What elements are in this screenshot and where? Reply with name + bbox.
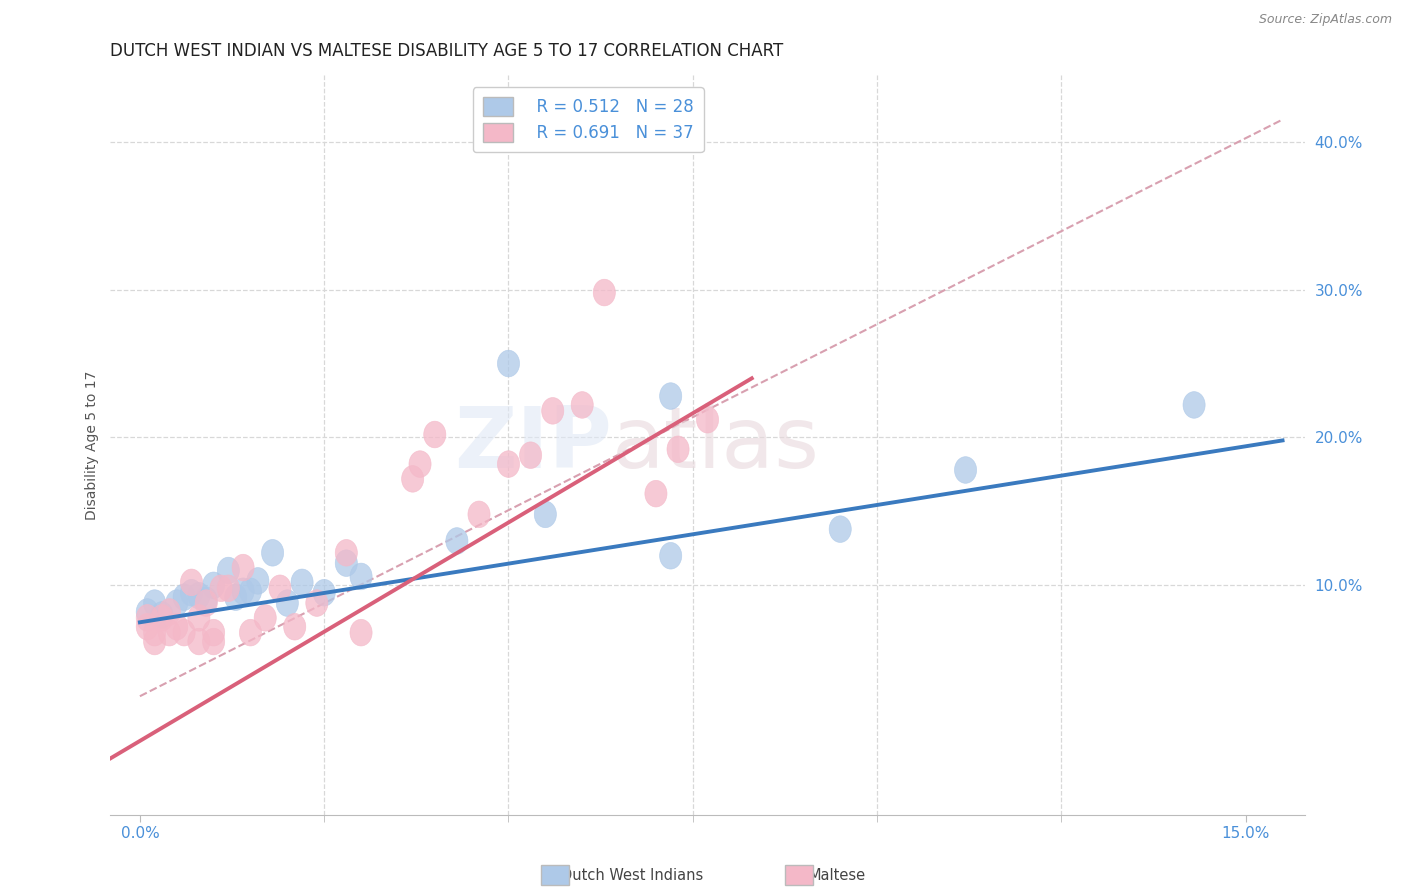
Ellipse shape [446,528,468,554]
Ellipse shape [276,590,298,616]
Ellipse shape [645,481,666,507]
Ellipse shape [150,601,173,628]
Ellipse shape [195,587,218,614]
Ellipse shape [468,501,491,528]
Ellipse shape [830,516,851,542]
Ellipse shape [202,619,225,646]
Ellipse shape [218,558,239,584]
Text: ZIP: ZIP [454,403,612,486]
Ellipse shape [136,605,159,632]
Ellipse shape [269,575,291,601]
Ellipse shape [166,614,188,640]
Ellipse shape [232,578,254,605]
Ellipse shape [180,569,202,596]
Ellipse shape [666,436,689,463]
Ellipse shape [202,628,225,655]
Ellipse shape [305,590,328,616]
Ellipse shape [173,619,195,646]
Ellipse shape [188,605,209,632]
Ellipse shape [534,501,557,528]
Ellipse shape [136,614,159,640]
Text: Dutch West Indians: Dutch West Indians [561,869,703,883]
Text: DUTCH WEST INDIAN VS MALTESE DISABILITY AGE 5 TO 17 CORRELATION CHART: DUTCH WEST INDIAN VS MALTESE DISABILITY … [111,42,783,60]
Ellipse shape [498,450,520,477]
Text: atlas: atlas [612,403,820,486]
Ellipse shape [291,569,314,596]
Y-axis label: Disability Age 5 to 17: Disability Age 5 to 17 [86,370,100,519]
Ellipse shape [136,599,159,625]
Ellipse shape [350,619,373,646]
Ellipse shape [247,567,269,594]
Ellipse shape [314,580,335,606]
Ellipse shape [180,580,202,606]
Ellipse shape [232,554,254,581]
Ellipse shape [1182,392,1205,418]
Ellipse shape [225,584,247,610]
Ellipse shape [195,590,218,616]
Ellipse shape [659,383,682,409]
Ellipse shape [159,599,180,625]
Ellipse shape [143,590,166,616]
Text: Source: ZipAtlas.com: Source: ZipAtlas.com [1258,13,1392,27]
Legend:   R = 0.512   N = 28,   R = 0.691   N = 37: R = 0.512 N = 28, R = 0.691 N = 37 [472,87,703,153]
Ellipse shape [188,628,209,655]
Ellipse shape [239,578,262,605]
Ellipse shape [409,450,432,477]
Ellipse shape [335,549,357,576]
Ellipse shape [254,605,276,632]
Text: Maltese: Maltese [808,869,866,883]
Ellipse shape [188,582,209,609]
Ellipse shape [159,619,180,646]
Ellipse shape [350,563,373,590]
Ellipse shape [202,572,225,599]
Ellipse shape [166,590,188,616]
Ellipse shape [209,575,232,601]
Ellipse shape [402,466,423,492]
Ellipse shape [143,619,166,646]
Ellipse shape [143,628,166,655]
Ellipse shape [150,605,173,632]
Ellipse shape [423,421,446,448]
Ellipse shape [262,540,284,566]
Ellipse shape [955,457,977,483]
Ellipse shape [335,540,357,566]
Ellipse shape [498,351,520,376]
Ellipse shape [571,392,593,418]
Ellipse shape [659,542,682,569]
Ellipse shape [173,584,195,610]
Ellipse shape [593,279,616,306]
Ellipse shape [284,614,305,640]
Ellipse shape [520,442,541,468]
Ellipse shape [541,398,564,425]
Ellipse shape [218,575,239,601]
Ellipse shape [239,619,262,646]
Ellipse shape [696,407,718,433]
